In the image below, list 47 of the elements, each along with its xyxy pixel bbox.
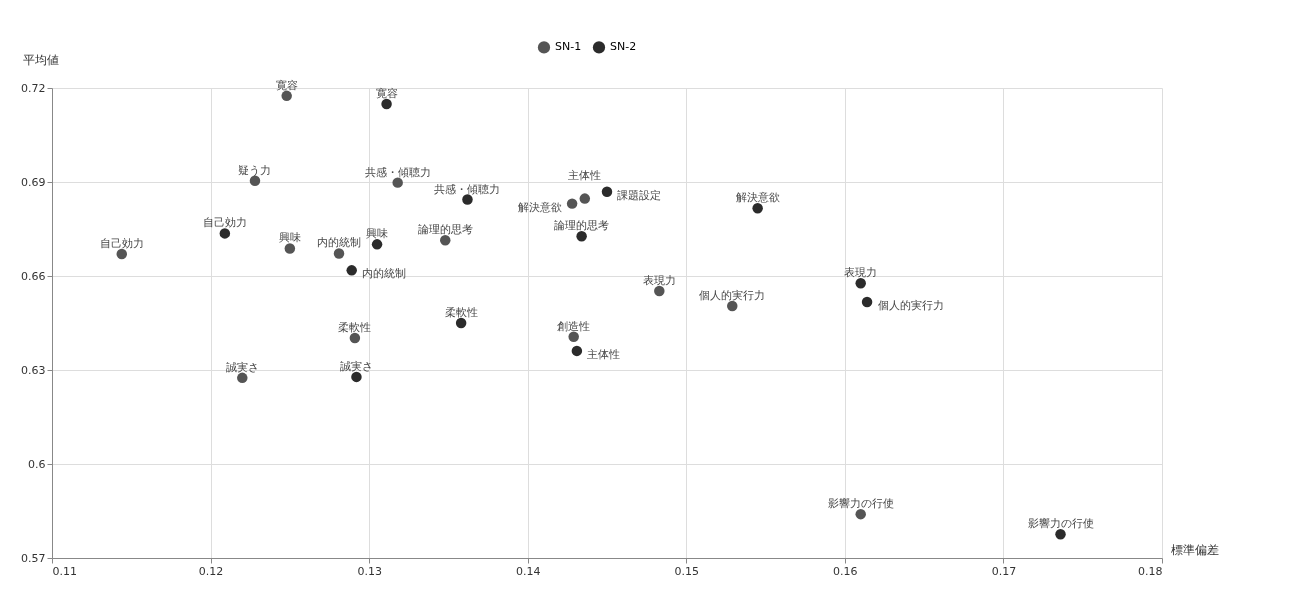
- data-label: 個人的実行力: [877, 299, 944, 313]
- data-label: 論理的思考: [554, 219, 610, 233]
- x-tick-label: 0.17: [991, 564, 1017, 578]
- data-label: 影響力の行使: [1027, 517, 1094, 531]
- y-tick-label: 0.57: [21, 551, 46, 565]
- data-label: 影響力の行使: [827, 497, 894, 511]
- data-label: 誠実さ: [225, 360, 259, 374]
- data-label: 表現力: [642, 274, 676, 288]
- y-tick-label: 0.63: [21, 363, 46, 377]
- data-label: 個人的実行力: [699, 289, 766, 303]
- data-label: 表現力: [844, 266, 878, 280]
- data-label: 寛容: [375, 86, 398, 100]
- x-tick-label: 0.11: [52, 564, 77, 578]
- data-label: 興味: [278, 231, 301, 245]
- y-axis-title: 平均値: [22, 52, 59, 67]
- x-tick-label: 0.18: [1138, 564, 1163, 578]
- data-label: 主体性: [568, 168, 602, 182]
- data-label: 誠実さ: [339, 359, 373, 373]
- data-label: 疑う力: [238, 163, 272, 177]
- data-label: 創造性: [557, 319, 591, 333]
- x-tick-label: 0.14: [515, 564, 541, 578]
- x-tick-label: 0.16: [833, 564, 858, 578]
- data-label: 自己効力: [202, 216, 247, 230]
- x-tick-label: 0.15: [674, 564, 700, 578]
- data-label: 興味: [366, 227, 389, 241]
- data-label: 内的統制: [317, 236, 362, 250]
- data-label: 自己効力: [99, 237, 144, 251]
- data-label: 共感・傾聴力: [364, 165, 431, 179]
- data-label: 内的統制: [361, 267, 406, 281]
- x-tick-label: 0.12: [198, 564, 224, 578]
- data-label: 寛容: [275, 78, 298, 92]
- x-tick-label: 0.13: [357, 564, 382, 578]
- legend-label: SN-1: [555, 40, 582, 54]
- data-label: 解決意欲: [735, 191, 780, 205]
- data-label: 解決意欲: [518, 200, 563, 214]
- data-label: 課題設定: [617, 188, 661, 202]
- y-tick-label: 0.69: [21, 175, 46, 189]
- x-axis-title: 標準偏差: [1170, 542, 1219, 557]
- data-label: 共感・傾聴力: [434, 182, 501, 196]
- y-tick-label: 0.66: [21, 269, 46, 283]
- data-label: 主体性: [586, 347, 620, 361]
- data-label: 柔軟性: [444, 306, 478, 319]
- data-label: 柔軟性: [338, 321, 372, 335]
- y-tick-label: 0.6: [28, 457, 46, 471]
- data-label: 論理的思考: [417, 223, 473, 237]
- y-tick-label: 0.72: [21, 81, 46, 95]
- legend-label: SN-2: [610, 40, 637, 54]
